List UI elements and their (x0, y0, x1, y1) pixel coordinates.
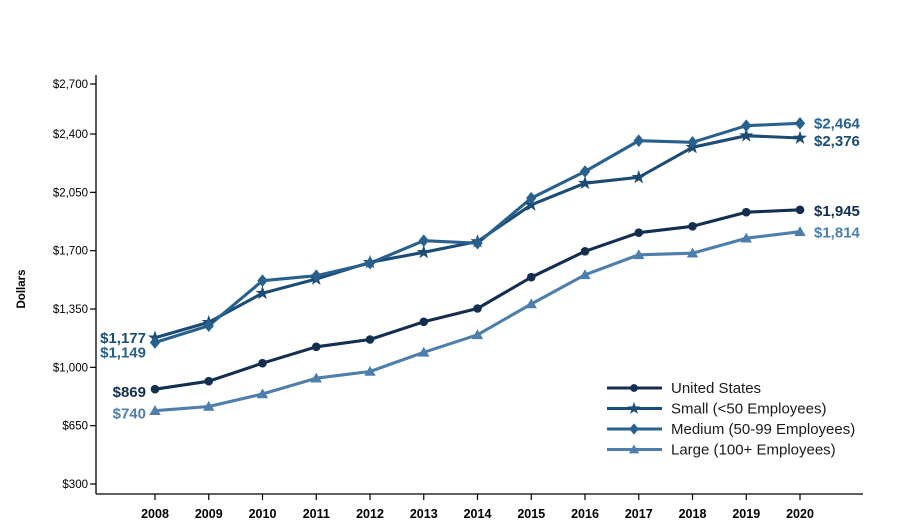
legend-label: United States (671, 380, 761, 397)
legend: United States Small (<50 Employees) Medium… (607, 380, 855, 459)
data-point-star-small-50-employees (739, 128, 754, 142)
data-point-diamond-medium-50-99-employees (472, 236, 483, 250)
data-point-triangle-large-100-employees (740, 232, 752, 243)
value-label-last-small-50-employees: $2,376 (814, 133, 860, 150)
value-label-first-large-100-employees: $740 (113, 406, 146, 423)
x-axis-year-label: 2018 (679, 507, 707, 521)
data-point-triangle-large-100-employees (310, 372, 322, 383)
legend-label: Large (100+ Employees) (671, 442, 836, 459)
data-point-circle-united-states (204, 376, 214, 386)
data-point-diamond-medium-50-99-employees (579, 165, 591, 178)
data-point-circle-united-states (150, 384, 160, 394)
data-point-star-small-50-employees (577, 175, 593, 190)
data-point-triangle-large-100-employees (418, 346, 430, 357)
data-point-circle-united-states (795, 205, 805, 215)
x-axis-year-label: 2019 (732, 507, 760, 521)
data-point-diamond-medium-50-99-employees (418, 234, 429, 247)
y-axis-tick-label: $1,700 (53, 246, 88, 258)
data-point-star-small-50-employees (416, 244, 431, 259)
y-axis-tick-label: $2,700 (53, 79, 88, 91)
data-point-star-small-50-employees (631, 169, 646, 184)
data-point-circle-united-states (311, 342, 321, 352)
data-point-triangle-large-100-employees (471, 329, 484, 340)
legend-label: Small (<50 Employees) (671, 401, 826, 418)
data-point-circle-united-states (419, 317, 429, 327)
legend-item-small-50-employees: Small (<50 Employees) (607, 401, 826, 418)
data-point-triangle-large-100-employees (633, 249, 645, 260)
legend-circle-icon (630, 384, 638, 392)
legend-item-large-100-employees: Large (100+ Employees) (607, 442, 836, 459)
value-label-last-medium-50-99-employees: $2,464 (814, 115, 861, 132)
y-axis-tick-label: $1,350 (53, 304, 88, 316)
y-axis-title: Dollars (16, 270, 28, 309)
data-point-circle-united-states (473, 304, 482, 313)
data-point-circle-united-states (634, 228, 644, 237)
legend-label: Medium (50-99 Employees) (671, 421, 855, 438)
data-point-circle-united-states (688, 222, 697, 231)
value-label-first-united-states: $869 (113, 384, 146, 401)
data-point-circle-united-states (526, 272, 536, 282)
y-axis-tick-label: $2,400 (53, 129, 88, 141)
x-axis-year-label: 2016 (571, 507, 599, 521)
data-point-triangle-large-100-employees (686, 247, 699, 258)
data-point-diamond-medium-50-99-employees (203, 319, 214, 332)
value-label-first-small-50-employees: $1,177 (100, 330, 146, 347)
data-point-diamond-medium-50-99-employees (526, 191, 537, 205)
data-point-triangle-large-100-employees (149, 405, 161, 415)
value-label-last-large-100-employees: $1,814 (814, 225, 861, 242)
legend-item-medium-50-99-employees: Medium (50-99 Employees) (607, 421, 855, 438)
data-point-star-small-50-employees (792, 130, 808, 144)
data-point-diamond-medium-50-99-employees (149, 336, 161, 349)
data-point-diamond-medium-50-99-employees (633, 134, 644, 147)
y-axis-tick-label: $650 (62, 421, 88, 433)
data-point-diamond-medium-50-99-employees (687, 136, 698, 149)
legend-diamond-icon (629, 423, 639, 435)
data-point-triangle-large-100-employees (525, 298, 537, 309)
y-axis-tick-label: $1,000 (53, 362, 88, 374)
value-label-last-united-states: $1,945 (814, 203, 860, 220)
x-axis-year-label: 2013 (410, 507, 438, 521)
data-point-triangle-large-100-employees (579, 269, 591, 280)
x-axis-year-label: 2010 (249, 507, 277, 521)
x-axis-year-label: 2011 (303, 507, 330, 521)
data-point-diamond-medium-50-99-employees (257, 274, 268, 287)
legend-item-united-states: United States (607, 380, 761, 397)
value-label-first-medium-50-99-employees: $1,149 (100, 345, 146, 362)
x-axis-year-label: 2017 (625, 507, 653, 521)
y-axis-tick-label: $300 (62, 479, 88, 491)
data-point-circle-united-states (741, 207, 751, 217)
data-point-diamond-medium-50-99-employees (364, 256, 376, 270)
x-axis-year-label: 2020 (786, 507, 814, 521)
legend-triangle-icon (628, 444, 640, 454)
x-axis-year-label: 2015 (517, 507, 545, 521)
data-point-triangle-large-100-employees (794, 226, 806, 236)
data-point-diamond-medium-50-99-employees (794, 117, 806, 130)
data-point-star-small-50-employees (255, 285, 270, 300)
data-point-circle-united-states (580, 247, 590, 256)
data-point-circle-united-states (258, 358, 267, 368)
data-point-diamond-medium-50-99-employees (311, 269, 322, 282)
data-point-triangle-large-100-employees (256, 388, 269, 399)
legend-star-icon (627, 401, 641, 414)
x-axis-year-label: 2008 (141, 507, 169, 521)
data-point-triangle-large-100-employees (364, 365, 376, 376)
x-axis-year-label: 2009 (195, 507, 223, 521)
data-point-triangle-large-100-employees (203, 400, 215, 411)
x-axis-year-label: 2012 (356, 507, 384, 521)
x-axis-year-label: 2014 (464, 507, 492, 521)
data-point-diamond-medium-50-99-employees (741, 119, 752, 132)
data-point-circle-united-states (365, 335, 375, 344)
y-axis-tick-label: $2,050 (53, 187, 88, 199)
